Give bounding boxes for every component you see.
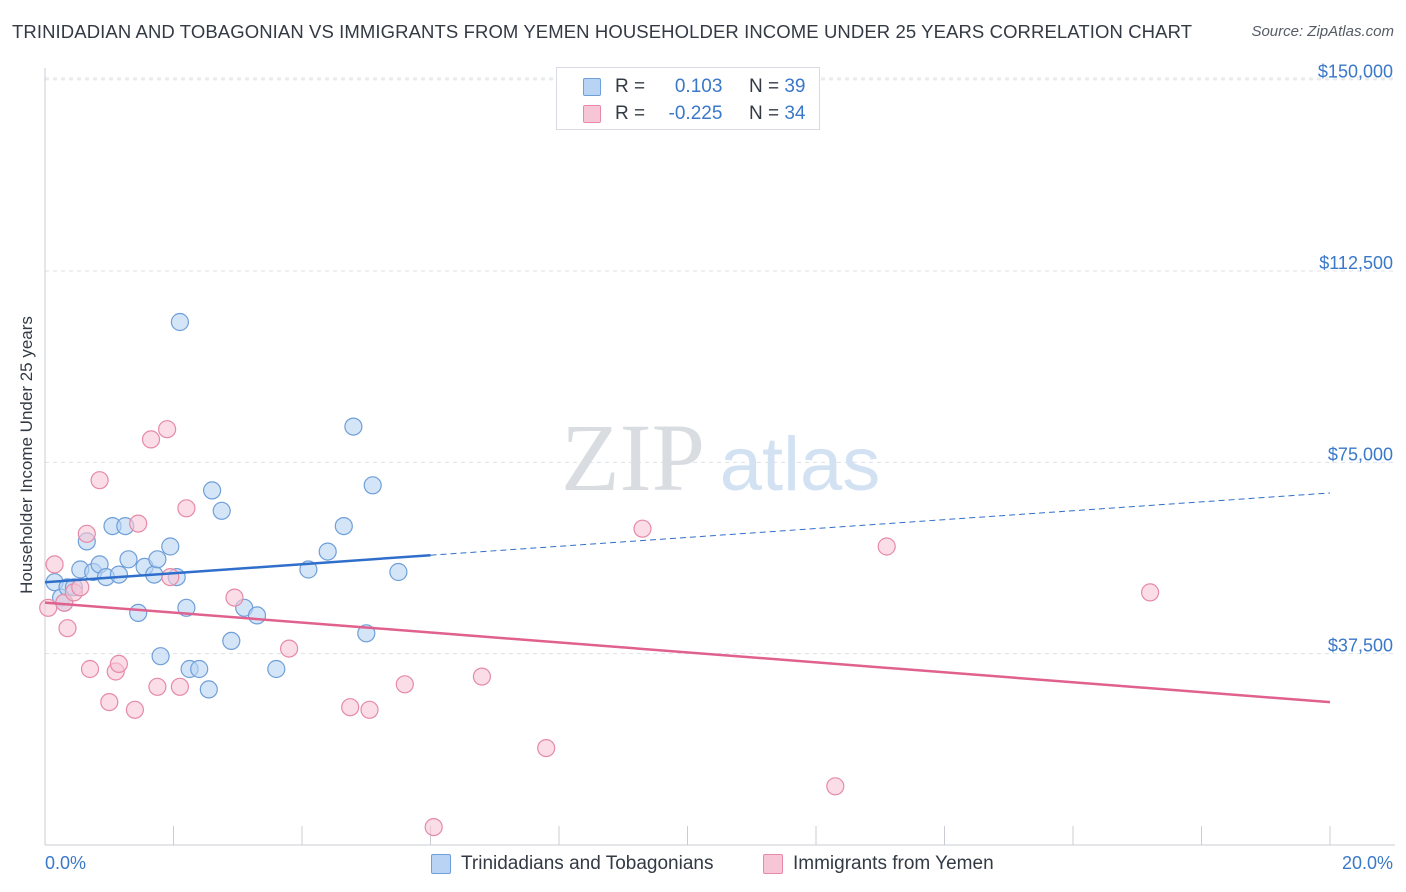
trinidadian-point: [109, 565, 129, 584]
yemen-point: [148, 677, 167, 696]
legend-r-value: -0.225: [668, 103, 723, 124]
points-layer: [39, 312, 1160, 837]
bottom-legend-label: Immigrants from Yemen: [793, 853, 994, 874]
y-tick-label: $37,500: [1328, 636, 1393, 656]
legend-n-value: 39: [784, 76, 806, 97]
trinidadian-point: [267, 659, 286, 679]
trinidadian-point: [161, 537, 180, 556]
legend-r-label: R =: [615, 76, 646, 97]
yemen-point: [280, 639, 299, 658]
trinidadian-trend-line: [44, 553, 431, 584]
trinidadian-point: [151, 647, 170, 666]
trinidadian-point: [344, 417, 363, 436]
trend-layer: [44, 492, 1331, 704]
yemen-point: [1140, 583, 1160, 602]
trinidadian-point: [203, 481, 222, 500]
watermark: ZIP atlas: [561, 404, 880, 511]
yemen-point: [77, 524, 96, 543]
x-tick-label: 0.0%: [45, 853, 86, 873]
yemen-point: [58, 619, 77, 638]
correlation-legend: R = 0.103 N = 39 R = -0.225 N = 34: [556, 67, 820, 130]
yemen-point: [109, 654, 129, 674]
legend-n-label: N =: [748, 103, 780, 124]
yemen-point: [170, 677, 189, 696]
trinidadian-point: [148, 550, 167, 569]
y-tick-label: $112,500: [1319, 253, 1393, 273]
yemen-point: [341, 698, 360, 717]
watermark-atlas: atlas: [720, 422, 881, 507]
y-tick-label: $150,000: [1318, 62, 1393, 82]
trinidadian-point: [190, 659, 209, 679]
yemen-point: [225, 588, 244, 607]
label-layer: $37,500 $75,000 $112,500 $150,000 0.0% 20.0%: [45, 62, 1393, 873]
trinidadian-point: [212, 501, 231, 520]
legend-swatch-blue: [583, 78, 601, 96]
yemen-point: [177, 499, 196, 518]
trinidadian-point: [170, 312, 189, 332]
yemen-point: [129, 514, 148, 533]
yemen-point: [877, 537, 896, 556]
trinidadian-point: [119, 550, 138, 569]
yemen-point: [633, 519, 652, 538]
trinidadian-point: [247, 606, 267, 625]
trinidadian-point: [222, 631, 241, 651]
trinidadian-point: [334, 516, 353, 536]
legend-swatch-pink: [583, 105, 601, 123]
yemen-point: [90, 471, 109, 490]
bottom-legend-label: Trinidadians and Tobagonians: [461, 853, 714, 874]
yemen-trend-line: [44, 601, 1331, 704]
x-tick-label: 20.0%: [1342, 853, 1393, 873]
yemen-point: [161, 567, 180, 587]
legend-r-label: R =: [615, 103, 646, 124]
yemen-point: [125, 700, 144, 719]
bottom-legend-swatch-pink: [763, 854, 783, 874]
trinidadian-point: [363, 476, 382, 495]
trinidadian-point: [129, 603, 148, 623]
legend-r-value: 0.103: [674, 76, 723, 97]
yemen-point: [80, 659, 100, 679]
trinidadian-point: [389, 562, 408, 582]
trinidadian-trend-extension: [430, 492, 1331, 556]
yemen-point: [472, 667, 491, 686]
yemen-point: [395, 675, 414, 694]
legend-n-label: N =: [748, 76, 780, 97]
yemen-point: [158, 420, 177, 439]
source-label: Source: ZipAtlas.com: [1251, 23, 1394, 40]
y-axis-label: Householder Income Under 25 years: [17, 316, 36, 594]
y-tick-label: $75,000: [1328, 444, 1393, 464]
yemen-point: [141, 430, 161, 449]
yemen-point: [424, 817, 443, 837]
yemen-point: [100, 692, 119, 712]
yemen-point: [360, 700, 379, 719]
trinidadian-point: [318, 542, 337, 561]
trinidadian-point: [199, 680, 218, 699]
bottom-legend-swatch-blue: [431, 854, 451, 874]
yemen-point: [45, 555, 64, 574]
chart-title: TRINIDADIAN AND TOBAGONIAN VS IMMIGRANTS…: [12, 21, 1193, 42]
watermark-zip: ZIP: [561, 404, 705, 511]
yemen-point: [826, 777, 845, 796]
yemen-point: [537, 738, 556, 758]
legend-n-value: 34: [784, 103, 806, 124]
